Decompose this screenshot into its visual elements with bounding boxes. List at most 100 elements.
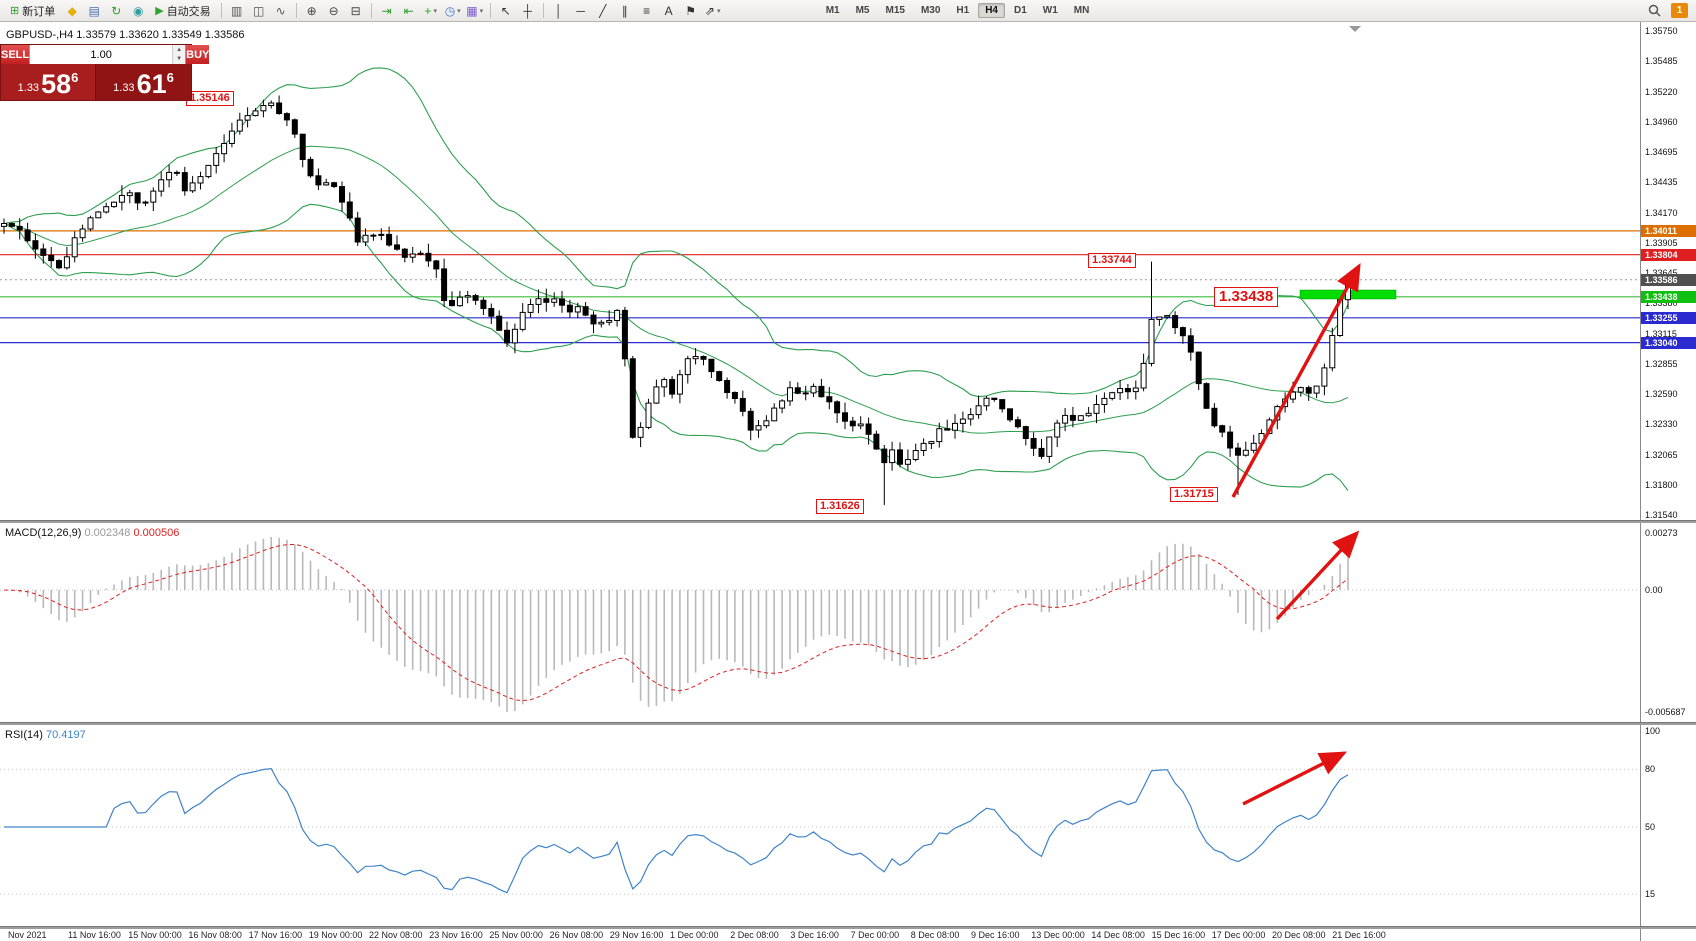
equidistant-channel-icon: ∥ xyxy=(621,3,628,18)
refresh-icon: ↻ xyxy=(111,3,122,18)
volume-input[interactable] xyxy=(30,45,173,64)
timeframe-m15-button[interactable]: M15 xyxy=(885,5,905,16)
panel-divider-2[interactable] xyxy=(0,722,1696,725)
timeframe-m1-button[interactable]: M1 xyxy=(825,5,840,16)
rsi-axis-label: 50 xyxy=(1645,822,1656,832)
trend-arrow-3[interactable] xyxy=(1242,751,1348,806)
auto-scroll-icon: ⇥ xyxy=(381,3,392,18)
templates-button[interactable]: ▦ ▾ xyxy=(465,2,485,20)
price-axis-label: 1.32855 xyxy=(1645,358,1678,369)
equidistant-channel-icon[interactable]: ∥ xyxy=(615,2,635,20)
toolbar-separator xyxy=(542,3,544,18)
time-axis-label: 15 Nov 00:00 xyxy=(128,930,182,940)
autotrading-button[interactable]: ▶ 自动交易 xyxy=(150,2,215,20)
price-axis-badge: 1.34011 xyxy=(1641,224,1696,237)
buy-button[interactable]: BUY xyxy=(186,45,210,64)
timeframe-w1-button[interactable]: W1 xyxy=(1042,5,1058,16)
sell-price-prefix: 1.33 xyxy=(17,82,40,94)
buy-price-sup: 6 xyxy=(166,70,174,85)
zoom-out-icon: ⊖ xyxy=(328,3,339,18)
bar-chart-icon[interactable]: ▥ xyxy=(227,2,247,20)
print-icon[interactable]: ▤ xyxy=(84,2,104,20)
price-annotation[interactable]: 1.31626 xyxy=(816,499,864,514)
toolbar-separator xyxy=(295,3,297,18)
price-annotation[interactable]: 1.31715 xyxy=(1170,487,1218,502)
candle-chart-icon: ◫ xyxy=(253,3,265,18)
trade-buttons-row: SELL ▲ ▼ BUY xyxy=(1,45,210,64)
line-chart-icon[interactable]: ∿ xyxy=(271,2,291,20)
price-axis-label: 1.32590 xyxy=(1645,389,1678,400)
crosshair-icon[interactable]: ┼ xyxy=(518,2,538,20)
bollinger-upper-band xyxy=(3,67,1349,398)
trendline-icon[interactable]: ╱ xyxy=(593,2,613,20)
time-axis-label: 1 Dec 00:00 xyxy=(670,930,719,940)
arrows-button: ⇗ xyxy=(704,3,715,18)
sell-button[interactable]: SELL xyxy=(1,45,30,64)
cursor-icon[interactable]: ↖ xyxy=(496,2,516,20)
dropdown-arrow-icon: ▾ xyxy=(457,7,461,15)
text-icon[interactable]: A xyxy=(659,2,679,20)
text-label-icon[interactable]: ⚑ xyxy=(681,2,701,20)
notification-badge[interactable]: 1 xyxy=(1671,3,1688,18)
timeframe-h1-button[interactable]: H1 xyxy=(956,5,970,16)
chart-canvas[interactable] xyxy=(0,22,1640,941)
price-annotation[interactable]: 1.33438 xyxy=(1214,287,1279,307)
time-axis-label: 15 Dec 16:00 xyxy=(1151,930,1206,940)
time-axis-label: 14 Dec 08:00 xyxy=(1091,930,1145,940)
chart-shift-icon[interactable]: ⇤ xyxy=(399,2,419,20)
community-icon[interactable]: ◉ xyxy=(128,2,148,20)
crosshair-icon: ┼ xyxy=(523,3,532,18)
trade-prices-row: 1.33 58 6 1.33 61 6 xyxy=(1,64,191,100)
trend-arrow-1[interactable] xyxy=(1231,263,1361,498)
price-axis-label: 1.35750 xyxy=(1645,26,1678,36)
timeframe-d1-button[interactable]: D1 xyxy=(1014,5,1027,16)
price-annotation[interactable]: 1.33744 xyxy=(1088,253,1136,268)
toolbar-left-group: ⊞ 新订单 ◆ ▤ ↻ ◉ ▶ 自动交易 ▥ ◫ ∿ ⊕ ⊖ ⊟ ⇥ ⇤ + ▾ ◷ ▾ ▦ ▾ ↖ ┼ │ ─ ╱ ∥ ≡ A ⚑ ⇗ ▾ xyxy=(4,2,724,20)
new-order-button[interactable]: ⊞ 新订单 xyxy=(5,2,60,20)
price-axis[interactable]: 1.35750 1.35485 1.35220 1.34960 1.34695 1.344… xyxy=(1640,0,1696,941)
bollinger-middle-band xyxy=(3,145,1349,434)
timeframe-mn-button[interactable]: MN xyxy=(1073,5,1090,16)
dropdown-arrow-icon: ▾ xyxy=(433,7,437,15)
fibonacci-icon[interactable]: ≡ xyxy=(637,2,657,20)
timeframe-h4-button[interactable]: H4 xyxy=(978,3,1005,18)
indicators-button[interactable]: + ▾ xyxy=(421,2,441,20)
chart-shift-marker[interactable] xyxy=(1349,26,1361,32)
panel-divider-3[interactable] xyxy=(0,926,1696,929)
arrows-button[interactable]: ⇗ ▾ xyxy=(703,2,723,20)
autotrading-button-label: 自动交易 xyxy=(166,5,211,18)
print-icon: ▤ xyxy=(88,3,100,18)
buy-price[interactable]: 1.33 61 6 xyxy=(96,64,191,100)
search-icon[interactable] xyxy=(1644,2,1664,20)
text-icon: A xyxy=(664,3,673,18)
timeframe-m30-button[interactable]: M30 xyxy=(920,5,941,16)
horizontal-line-icon[interactable]: ─ xyxy=(571,2,591,20)
price-axis-label: 1.32065 xyxy=(1645,449,1678,460)
favorites-icon[interactable]: ◆ xyxy=(62,2,82,20)
zoom-in-icon[interactable]: ⊕ xyxy=(302,2,322,20)
tile-windows-icon[interactable]: ⊟ xyxy=(346,2,366,20)
auto-scroll-icon[interactable]: ⇥ xyxy=(377,2,397,20)
price-annotation[interactable]: 1.35146 xyxy=(186,91,234,106)
volume-up-icon[interactable]: ▲ xyxy=(176,46,183,53)
refresh-icon[interactable]: ↻ xyxy=(106,2,126,20)
sell-price[interactable]: 1.33 58 6 xyxy=(1,64,96,100)
trendline-icon: ╱ xyxy=(599,3,607,18)
macd-axis-label: 0.00 xyxy=(1645,585,1663,595)
time-axis-label: 21 Dec 16:00 xyxy=(1332,930,1386,940)
trend-arrow-2[interactable] xyxy=(1275,530,1360,621)
vertical-line-icon[interactable]: │ xyxy=(549,2,569,20)
zoom-out-icon[interactable]: ⊖ xyxy=(324,2,344,20)
tile-windows-icon: ⊟ xyxy=(350,3,361,18)
price-axis-label: 1.34960 xyxy=(1645,116,1678,127)
price-axis-label: 1.33380 xyxy=(1645,298,1678,309)
macd-main-value: 0.002348 xyxy=(84,527,131,539)
timeframe-m5-button[interactable]: M5 xyxy=(855,5,870,16)
fibonacci-icon: ≡ xyxy=(643,3,651,18)
panel-divider-1[interactable] xyxy=(0,520,1696,523)
periods-button[interactable]: ◷ ▾ xyxy=(443,2,463,20)
candle-chart-icon[interactable]: ◫ xyxy=(249,2,269,20)
volume-spinner[interactable]: ▲ ▼ xyxy=(172,45,186,64)
macd-axis-label: -0.005687 xyxy=(1645,707,1686,717)
volume-down-icon[interactable]: ▼ xyxy=(176,56,183,63)
